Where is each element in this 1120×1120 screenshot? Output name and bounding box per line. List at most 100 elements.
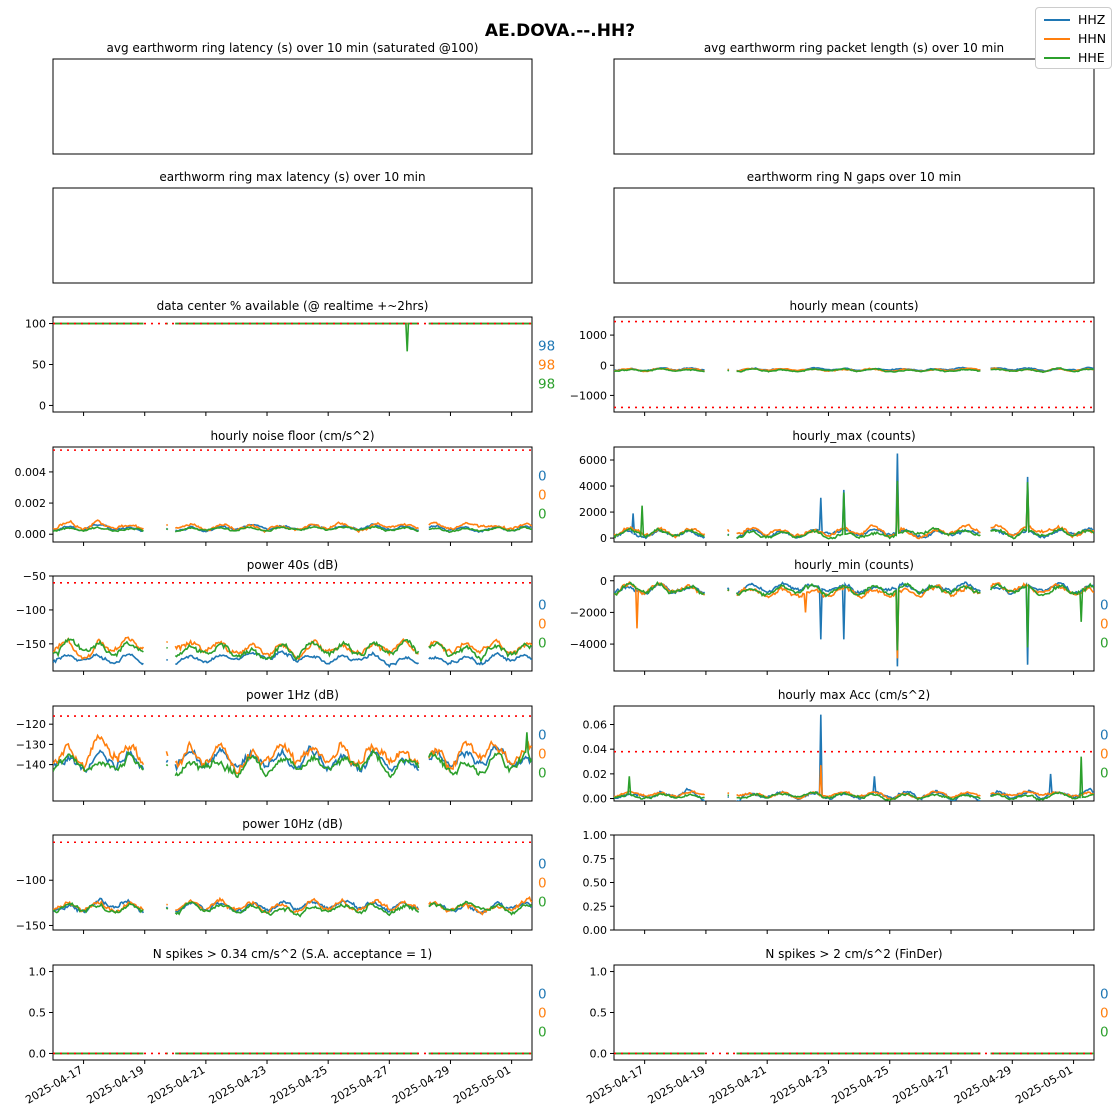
series-line-hhe <box>165 528 169 531</box>
chart-title: avg earthworm ring latency (s) over 10 m… <box>107 41 479 55</box>
chart-title: power 40s (dB) <box>247 558 338 572</box>
x-tick-label: 2025-04-23 <box>207 1063 269 1106</box>
y-tick-label: −130 <box>16 738 46 751</box>
series-line-hhn <box>166 640 168 643</box>
y-tick-label: 100 <box>25 318 46 331</box>
y-tick-label: 0.02 <box>583 768 608 781</box>
chart-title: hourly_min (counts) <box>794 558 914 572</box>
series-line-hhe <box>736 367 981 373</box>
y-tick-label: 1.0 <box>29 966 47 979</box>
series-annotation-hhz: 0 <box>1100 987 1109 1003</box>
series-line-hhz <box>174 745 420 773</box>
series-line-hhe <box>428 732 532 777</box>
y-tick-label: 0.0 <box>590 1047 608 1060</box>
series-annotation-hhe: 0 <box>538 636 547 652</box>
series-line-hhz <box>175 650 419 669</box>
y-tick-label: 0.0 <box>29 1047 47 1060</box>
chart-frame <box>52 575 533 672</box>
series-annotation-hhz: 0 <box>1100 728 1109 744</box>
series-line-hhe <box>428 526 532 534</box>
chart-frame <box>613 446 1095 543</box>
legend: HHZ HHN HHE <box>1035 7 1112 69</box>
y-tick-label: 0.5 <box>29 1007 47 1020</box>
series-annotation-hhz: 0 <box>538 469 547 485</box>
series-annotation-hhz: 0 <box>538 598 547 614</box>
series-line-hhz <box>53 749 145 774</box>
series-annotation-hhn: 0 <box>538 1006 547 1022</box>
y-tick-label: 0.04 <box>583 743 608 756</box>
series-line-hhe <box>175 322 419 352</box>
series-line-hhn <box>727 791 730 795</box>
chart-frame <box>613 58 1095 155</box>
series-line-hhz <box>174 899 420 914</box>
series-line-hhe <box>990 756 1094 801</box>
series-line-hhz <box>165 658 169 661</box>
legend-label-hhn: HHN <box>1078 31 1107 46</box>
chart-title: power 1Hz (dB) <box>246 688 339 702</box>
chart-title: hourly max Acc (cm/s^2) <box>778 688 930 702</box>
y-tick-label: 0.002 <box>15 497 47 510</box>
series-line-hhe <box>53 902 144 914</box>
chart-frame <box>52 58 533 155</box>
series-annotation-hhn: 0 <box>1100 617 1109 633</box>
chart-power_1hz: power 1Hz (dB) −140 −130 −120 0 0 0 <box>16 688 547 805</box>
chart-frame <box>52 316 533 413</box>
chart-frame <box>613 964 1095 1061</box>
series-line-hhn <box>990 488 1094 539</box>
series-line-hhn <box>165 523 169 527</box>
series-line-hhe <box>990 367 1094 374</box>
x-tick-label: 2025-04-19 <box>646 1063 708 1106</box>
x-tick-label: 2025-04-27 <box>891 1063 953 1106</box>
y-tick-label: −100 <box>16 604 46 617</box>
legend-swatch-hhz <box>1044 19 1070 21</box>
y-tick-label: 0 <box>39 399 46 412</box>
y-tick-label: 0.25 <box>583 900 608 913</box>
series-line-hhz <box>736 453 981 539</box>
chart-frame <box>613 187 1095 284</box>
series-line-hhe <box>174 748 420 779</box>
chart-hourly_min: hourly_min (counts) −4000 −2000 0 0 0 0 <box>570 558 1109 675</box>
series-line-hhe <box>614 581 705 597</box>
series-line-hhe <box>735 582 981 651</box>
series-line-hhn <box>53 733 145 772</box>
legend-swatch-hhe <box>1044 57 1070 59</box>
chart-frame <box>613 834 1095 931</box>
series-line-hhe <box>614 776 705 800</box>
series-line-hhe <box>990 482 1094 540</box>
chart-title: N spikes > 2 cm/s^2 (FinDer) <box>765 947 942 961</box>
chart-frame <box>52 834 533 931</box>
series-line-hhn <box>428 521 532 531</box>
y-tick-label: 2000 <box>579 506 607 519</box>
series-annotation-hhn: 0 <box>538 747 547 763</box>
series-line-hhe <box>727 369 730 372</box>
series-line-hhe <box>428 900 532 916</box>
chart-n_gaps: earthworm ring N gaps over 10 min <box>613 170 1095 284</box>
series-annotation-hhe: 0 <box>538 766 547 782</box>
x-tick-label: 2025-05-01 <box>1013 1063 1075 1106</box>
series-line-hhn <box>736 482 981 540</box>
series-line-hhz <box>990 476 1094 539</box>
series-line-hhz <box>428 651 532 666</box>
legend-entry-hhe: HHE <box>1036 49 1113 67</box>
chart-power_40s: power 40s (dB) −150 −100 −50 0 0 0 <box>16 558 547 675</box>
series-annotation-hhn: 0 <box>1100 1006 1109 1022</box>
chart-avg_packet: avg earthworm ring packet length (s) ove… <box>613 41 1095 155</box>
y-tick-label: 0.50 <box>583 877 608 890</box>
series-annotation-hhe: 0 <box>538 507 547 523</box>
chart-frame <box>613 575 1095 672</box>
x-tick-label: 2025-04-19 <box>84 1063 146 1106</box>
chart-frame <box>52 964 533 1061</box>
series-line-hhe <box>614 505 705 539</box>
y-tick-label: −2000 <box>570 606 607 619</box>
series-line-hhe <box>428 641 532 663</box>
y-tick-label: 4000 <box>579 480 607 493</box>
series-annotation-hhe: 0 <box>1100 636 1109 652</box>
series-line-hhz <box>53 897 145 914</box>
y-tick-label: 50 <box>32 359 46 372</box>
series-annotation-hhn: 0 <box>538 617 547 633</box>
series-annotation-hhn: 0 <box>538 488 547 504</box>
series-annotation-hhn: 0 <box>1100 747 1109 763</box>
y-tick-label: 0 <box>600 359 607 372</box>
series-line-hhn <box>53 900 144 914</box>
y-tick-label: 1000 <box>579 329 607 342</box>
